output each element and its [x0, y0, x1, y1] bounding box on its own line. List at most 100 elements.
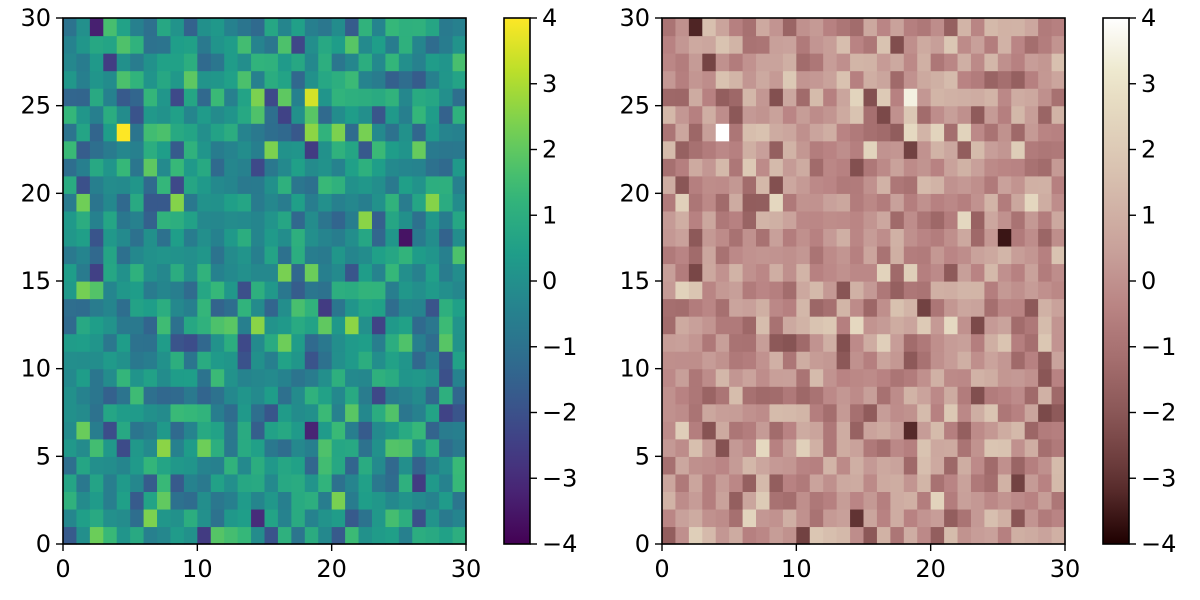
heatmap-cell: [876, 210, 891, 229]
heatmap-cell: [237, 105, 252, 124]
heatmap-cell: [742, 386, 757, 405]
heatmap-cell: [769, 228, 784, 247]
heatmap-cell: [345, 333, 360, 352]
heatmap-cell: [729, 368, 744, 387]
heatmap-cell: [957, 421, 972, 440]
heatmap-cell: [675, 333, 690, 352]
heatmap-cell: [224, 70, 239, 89]
heatmap-cell: [782, 70, 797, 89]
heatmap-cell: [224, 245, 239, 265]
heatmap-cell: [903, 53, 918, 72]
heatmap-cell: [662, 105, 677, 124]
heatmap-cell: [675, 281, 690, 300]
heatmap-cell: [89, 368, 104, 387]
heatmap-cell: [197, 298, 212, 317]
heatmap-cell: [688, 140, 703, 159]
heatmap-cell: [304, 158, 319, 177]
heatmap-cell: [917, 333, 932, 352]
heatmap-cell: [984, 193, 999, 212]
heatmap-cell: [756, 438, 771, 457]
heatmap-cell: [183, 351, 198, 370]
heatmap-cell: [769, 421, 784, 440]
heatmap-cell: [412, 228, 427, 247]
heatmap-cell: [863, 53, 878, 72]
heatmap-cell: [89, 245, 104, 265]
heatmap-cell: [345, 245, 360, 265]
heatmap-cell: [439, 88, 454, 107]
heatmap-cell: [863, 281, 878, 300]
heatmap-cell: [876, 491, 891, 510]
heatmap-cell: [89, 123, 104, 142]
heatmap-cell: [876, 351, 891, 370]
heatmap-cell: [251, 210, 266, 229]
heatmap-cell: [264, 35, 279, 54]
heatmap-cell: [76, 70, 91, 89]
heatmap-cell: [143, 456, 158, 475]
heatmap-cell: [876, 526, 891, 545]
heatmap-cell: [1024, 333, 1039, 352]
heatmap-cell: [756, 35, 771, 54]
heatmap-cell: [385, 473, 400, 492]
heatmap-cell: [970, 526, 985, 545]
heatmap-cell: [782, 35, 797, 54]
heatmap-cell: [439, 35, 454, 54]
heatmap-cell: [702, 298, 717, 317]
heatmap-cell: [782, 281, 797, 300]
x-tick-label: 30: [1050, 555, 1081, 583]
colorbar-tick-label: −1: [1141, 333, 1176, 361]
heatmap-cell: [304, 473, 319, 492]
heatmap-cell: [439, 228, 454, 247]
heatmap-cell: [143, 88, 158, 107]
heatmap-cell: [331, 228, 346, 247]
heatmap-cell: [143, 281, 158, 300]
heatmap-cell: [439, 53, 454, 72]
heatmap-cell: [702, 70, 717, 89]
heatmap-cell: [809, 18, 824, 37]
heatmap-cell: [358, 18, 373, 37]
heatmap-cell: [358, 298, 373, 317]
heatmap-cell: [1038, 18, 1053, 37]
heatmap-cell: [130, 438, 145, 457]
heatmap-cell: [1024, 105, 1039, 124]
colorbar-tick-label: −2: [542, 399, 577, 427]
heatmap-cell: [1038, 175, 1053, 194]
heatmap-cell: [358, 175, 373, 194]
heatmap-cell: [970, 158, 985, 177]
heatmap-cell: [715, 263, 730, 282]
heatmap-cell: [76, 333, 91, 352]
heatmap-cell: [809, 53, 824, 72]
heatmap-cell: [103, 175, 118, 194]
heatmap-cell: [944, 421, 959, 440]
heatmap-cell: [425, 193, 440, 212]
heatmap-cell: [89, 403, 104, 422]
heatmap-cell: [944, 526, 959, 545]
heatmap-cell: [944, 316, 959, 335]
heatmap-cell: [143, 175, 158, 194]
heatmap-cell: [425, 123, 440, 142]
heatmap-cell: [197, 105, 212, 124]
heatmap-cell: [116, 175, 131, 194]
heatmap-cell: [183, 281, 198, 300]
heatmap-cell: [876, 508, 891, 528]
heatmap-cell: [957, 368, 972, 387]
heatmap-cell: [425, 158, 440, 177]
heatmap-cell: [876, 123, 891, 142]
heatmap-cell: [224, 456, 239, 475]
heatmap-cell: [823, 228, 838, 247]
heatmap-cell: [675, 158, 690, 177]
heatmap-cell: [291, 245, 306, 265]
heatmap-cell: [917, 263, 932, 282]
heatmap-cell: [170, 421, 185, 440]
heatmap-cell: [756, 263, 771, 282]
heatmap-cell: [412, 158, 427, 177]
heatmap-cell: [903, 158, 918, 177]
heatmap-cell: [957, 281, 972, 300]
heatmap-cell: [224, 491, 239, 510]
heatmap-cell: [197, 473, 212, 492]
heatmap-cell: [157, 228, 172, 247]
heatmap-cell: [823, 456, 838, 475]
heatmap-cell: [809, 140, 824, 159]
heatmap-cell: [371, 508, 386, 528]
heatmap-cell: [345, 438, 360, 457]
heatmap-cell: [237, 210, 252, 229]
